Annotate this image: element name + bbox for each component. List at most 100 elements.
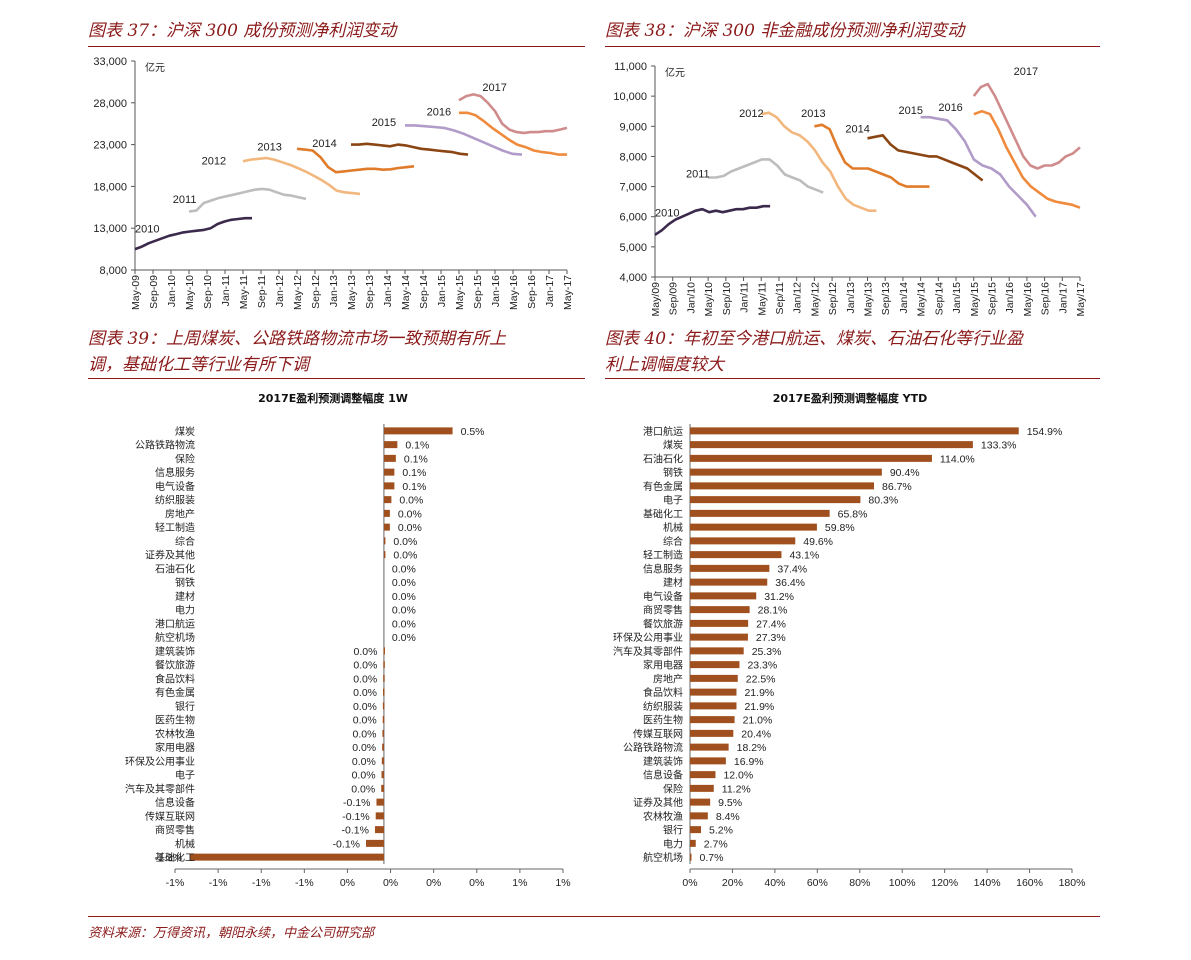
c40-category-label: 石油石化 <box>643 452 683 465</box>
c38-x-tick-label: Sep/16 <box>1040 282 1052 315</box>
c39-data-label: 0.0% <box>392 605 416 617</box>
c38-series-label-2010: 2010 <box>655 208 679 220</box>
c39-bar-电子 <box>381 771 384 779</box>
c39-category-label: 港口航运 <box>155 617 195 630</box>
c40-x-tick-label: 180% <box>1059 877 1086 889</box>
c37-x-tick-label: Sep-12 <box>310 275 322 309</box>
c40-category-label: 家用电器 <box>643 659 683 672</box>
c39-bar-食品饮料 <box>383 674 385 682</box>
c39-data-label: 0.0% <box>393 550 417 562</box>
c39-category-label: 机械 <box>175 837 195 850</box>
c40-bar-机械 <box>690 523 817 531</box>
c39-category-label: 航空机场 <box>155 631 195 644</box>
c37-x-tick-label: Sep-11 <box>256 275 268 308</box>
c39-category-label: 银行 <box>175 700 195 713</box>
c39-category-label: 煤炭 <box>175 425 195 438</box>
c40-bar-电力 <box>690 839 696 847</box>
c40-bar-证券及其他 <box>690 798 711 806</box>
c40-bar-环保及公用事业 <box>690 633 748 641</box>
c40-category-label: 保险 <box>663 782 683 795</box>
c37-x-tick-label: Jan-12 <box>274 275 286 307</box>
c39-x-tick-label: 0% <box>426 877 441 889</box>
c40-data-label: 23.3% <box>747 660 777 672</box>
c39-category-label: 医药生物 <box>155 714 195 727</box>
c37-series-2012 <box>242 156 361 196</box>
c39-bar-信息服务 <box>383 468 395 476</box>
c39-x-tick-label: 0% <box>383 877 398 889</box>
c39-bar-家用电器 <box>382 743 384 751</box>
c40-category-label: 煤炭 <box>663 439 683 452</box>
c37-y-tick-label: 13,000 <box>93 223 127 235</box>
c39-category-label: 证券及其他 <box>145 549 195 562</box>
c40-data-label: 80.3% <box>868 495 898 507</box>
c39-bar-证券及其他 <box>383 551 386 559</box>
c40-data-label: 22.5% <box>746 673 776 685</box>
c40-data-label: 37.4% <box>777 563 807 575</box>
c38-x-tick-label: May/14 <box>916 282 928 317</box>
c39-data-label: 0.0% <box>398 522 422 534</box>
c40-data-label: 28.1% <box>758 605 788 617</box>
c39-data-label: 0.0% <box>399 495 423 507</box>
c39-data-label: 0.0% <box>353 701 377 713</box>
c38-x-tick-label: Sep/14 <box>933 282 945 315</box>
c40-data-label: 59.8% <box>825 522 855 534</box>
c38-y-tick-label: 8,000 <box>619 151 647 163</box>
c37-series-label-2011: 2011 <box>173 194 197 206</box>
c38-y-tick-label: 9,000 <box>619 121 647 133</box>
c38-y-tick-label: 6,000 <box>619 212 647 224</box>
c38-x-tick-label: May/10 <box>703 282 715 317</box>
c39-bar-汽车及其零部件 <box>381 784 384 792</box>
c39-bar-保险 <box>383 454 396 462</box>
c38-x-tick-label: Sep/15 <box>986 282 998 315</box>
c40-bar-食品饮料 <box>690 688 737 696</box>
c40-category-label: 信息设备 <box>643 769 683 782</box>
c40-bar-煤炭 <box>690 441 973 449</box>
c40-data-label: 20.4% <box>741 728 771 740</box>
c40-category-label: 农林牧渔 <box>643 810 683 823</box>
c40-bar-建材 <box>690 578 768 586</box>
c39-data-label: 0.1% <box>402 467 426 479</box>
c37-x-tick-label: Jan-16 <box>490 275 502 307</box>
c40-data-label: 90.4% <box>890 467 920 479</box>
c40-data-label: 27.3% <box>756 632 786 644</box>
c40-bar-建筑装饰 <box>690 757 726 765</box>
c37-x-tick-label: Jan-11 <box>220 275 232 306</box>
c37-x-tick-label: Sep-14 <box>418 275 430 309</box>
c40-data-label: 0.7% <box>699 852 723 864</box>
c39-bar-信息设备 <box>376 798 384 806</box>
c39-bar-传媒互联网 <box>375 812 384 820</box>
c38-series-2010 <box>654 204 771 236</box>
c40-bar-有色金属 <box>690 482 874 490</box>
c39-category-label: 信息设备 <box>155 796 195 809</box>
c37-x-tick-label: Jan-14 <box>382 275 394 307</box>
c39-category-label: 电气设备 <box>155 480 195 493</box>
c38-y-tick-label: 10,000 <box>613 91 647 103</box>
c37-series-2016 <box>459 111 567 156</box>
c37-series-2014 <box>351 142 469 156</box>
chart40-title-line2: 利上调幅度较大 <box>605 355 724 375</box>
c40-data-label: 43.1% <box>789 550 819 562</box>
c37-series-label-2013: 2013 <box>257 141 281 153</box>
c40-data-label: 114.0% <box>940 453 975 465</box>
c39-category-label: 建筑装饰 <box>155 645 195 658</box>
c40-bar-传媒互联网 <box>690 729 734 737</box>
c39-category-label: 有色金属 <box>155 686 195 699</box>
c40-bar-纺织服装 <box>690 702 737 710</box>
c39-category-label: 轻工制造 <box>155 521 195 534</box>
c40-category-label: 电力 <box>663 837 683 850</box>
c40-category-label: 公路铁路物流 <box>623 741 683 754</box>
c39-bar-商贸零售 <box>374 826 384 834</box>
c40-data-label: 12.0% <box>723 770 753 782</box>
chart38-title: 图表 38：沪深 300 非金融成份预测净利润变动 <box>605 21 965 41</box>
c38-x-tick-label: Jan/12 <box>792 282 804 314</box>
c38-series-2013 <box>814 123 930 188</box>
c40-data-label: 25.3% <box>752 646 782 658</box>
c39-category-label: 食品饮料 <box>155 672 195 685</box>
c39-category-label: 房地产 <box>165 507 195 520</box>
c37-x-tick-label: May-16 <box>508 275 520 310</box>
c37-series-label-2015: 2015 <box>372 117 396 129</box>
c40-bar-餐饮旅游 <box>690 619 749 627</box>
c40-data-label: 154.9% <box>1027 426 1063 438</box>
c40-category-label: 轻工制造 <box>643 549 683 562</box>
c40-data-label: 8.4% <box>716 811 740 823</box>
